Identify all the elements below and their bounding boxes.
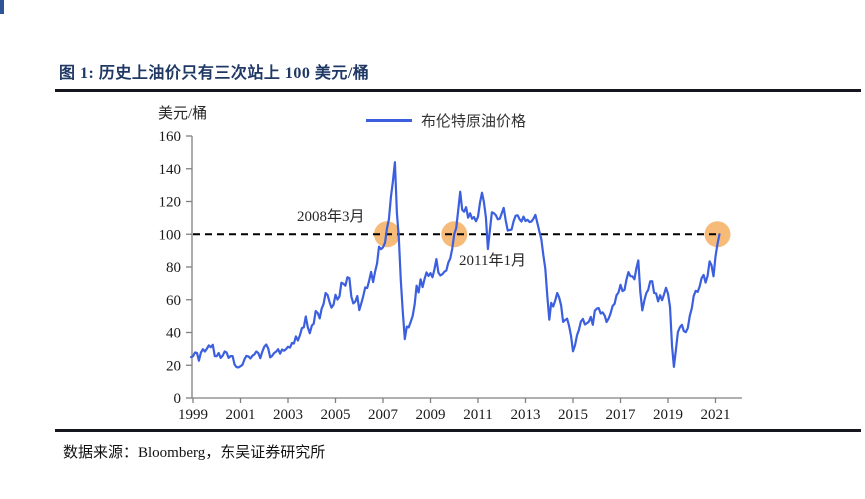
x-tick-label-2013: 2013 [511, 407, 541, 423]
x-tick-label-2017: 2017 [606, 407, 637, 423]
chart-legend: 布伦特原油价格 [366, 110, 526, 131]
brent-price-line [189, 161, 721, 369]
x-tick-label-1999: 1999 [178, 407, 208, 423]
y-tick-label-140: 140 [159, 162, 182, 178]
x-tick-label-2009: 2009 [416, 407, 446, 423]
y-tick-label-80: 80 [166, 260, 181, 276]
legend-series-label: 布伦特原油价格 [421, 114, 527, 130]
y-axis-unit-label: 美元/桶 [158, 106, 208, 122]
page-edge-mark [0, 0, 4, 14]
figure-title: 图 1: 历史上油价只有三次站上 100 美元/桶 [59, 65, 370, 82]
x-tick-label-2019: 2019 [653, 407, 683, 423]
highlight-circle-2022-02 [704, 221, 731, 248]
x-tick-label-2015: 2015 [558, 407, 588, 423]
x-tick-label-2003: 2003 [273, 407, 303, 423]
x-tick-label-2001: 2001 [226, 407, 256, 423]
annotation-2008-march: 2008年3月 [297, 209, 365, 225]
y-tick-label-160: 160 [159, 129, 182, 145]
legend-line-swatch [366, 119, 412, 122]
y-tick-label-60: 60 [166, 293, 181, 309]
y-tick-label-20: 20 [166, 358, 181, 374]
x-tick-label-2021: 2021 [701, 407, 731, 423]
x-tick-label-2011: 2011 [463, 407, 492, 423]
bottom-divider [55, 429, 861, 432]
annotation-2011-january: 2011年1月 [459, 253, 526, 269]
x-tick-label-2005: 2005 [321, 407, 351, 423]
title-divider [55, 89, 861, 92]
y-tick-label-100: 100 [159, 227, 182, 243]
y-tick-label-0: 0 [174, 391, 182, 407]
x-tick-label-2007: 2007 [368, 407, 399, 423]
y-tick-label-40: 40 [166, 326, 181, 342]
data-source-note: 数据来源：Bloomberg，东吴证券研究所 [63, 445, 326, 461]
y-tick-label-120: 120 [159, 195, 182, 211]
brent-price-line-chart: 0 20 40 60 80 100 120 140 160 1999 2001 2003 2005 200… [159, 129, 742, 423]
